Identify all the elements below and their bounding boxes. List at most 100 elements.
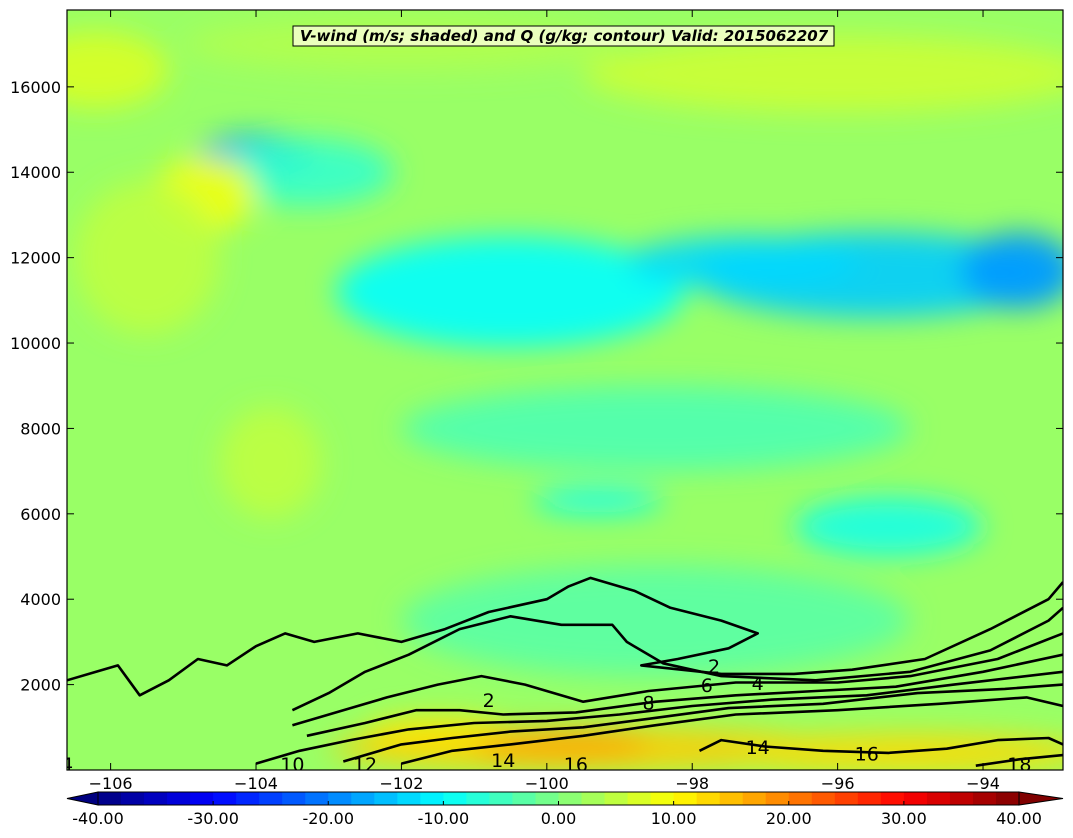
colorbar-tick-label: 10.00 [651,809,697,828]
q-contour-label: 14 [491,750,515,772]
plot-frame [66,9,1064,771]
colorbar-bin [627,792,652,805]
v-wind-region [626,236,860,288]
colorbar-tick-label: 30.00 [881,809,927,828]
x-tick-label: −100 [525,774,569,793]
y-axis: 2000 4000 6000 8000 10000 12000 14000 16000 [10,78,1063,695]
colorbar-bin [558,792,583,805]
v-wind-region [335,236,685,348]
plot-area: 2 2 4 6 8 10 12 14 14 16 16 18 4 [67,10,1063,776]
title-background [292,25,835,47]
colorbar-bin [121,792,145,805]
v-wind-region [74,180,220,335]
q-contour-label: 12 [353,754,377,776]
colorbar-bin [995,792,1020,805]
q-contour-line [975,753,1063,767]
colorbar-bin [857,792,882,805]
q-contour-line [342,683,1063,763]
y-tick-label: 12000 [10,249,61,268]
q-contour-label: 10 [280,754,304,776]
q-contour-line [401,696,1063,765]
colorbar-bin [765,792,790,805]
colorbar-bin [811,792,836,805]
colorbar-bin [282,792,306,805]
x-axis: −106 −104 −102 −100 −98 −96 −94 [89,10,1000,793]
colorbar-bin [213,792,237,805]
colorbar-bin [604,792,629,805]
colorbar-extend-low [66,791,99,806]
colorbar-bin [535,792,559,805]
colorbar-bin [834,792,859,805]
colorbar-extend-high [1018,791,1064,806]
chart-title-box: V-wind (m/s; shaded) and Q (g/kg; contou… [292,25,835,47]
colorbar-bin [420,792,444,805]
colorbar-tick-label: 20.00 [766,809,812,828]
x-tick-label: −104 [234,774,278,793]
colorbar-bin [696,792,721,805]
x-tick-label: −102 [379,774,423,793]
v-wind-region [401,385,911,472]
v-wind-region [67,31,169,109]
colorbar-tick-label: -20.00 [302,809,354,828]
colorbar-bin [926,792,951,805]
colorbar-bin [512,792,536,805]
x-tick-label: −98 [675,774,709,793]
colorbar-tick-label: 40.00 [996,809,1042,828]
y-tick-label: 8000 [20,419,61,438]
v-wind-region [532,488,664,514]
colorbar-bin [305,792,329,805]
q-contour-line [306,653,1063,738]
q-contour-line [255,670,1063,765]
colorbar-bin [489,792,513,805]
colorbar-bin [466,792,490,805]
q-contour-label: 2 [708,656,720,678]
colorbar-bin [397,792,421,805]
colorbar-bin [972,792,997,805]
y-tick-label: 16000 [10,78,61,97]
q-contour-label: 16 [564,754,588,776]
colorbar-bin [351,792,375,805]
colorbar: -40.00 -30.00 -20.00 -10.00 0.00 10.00 20.00 30… [66,791,1064,828]
v-wind-region [219,138,395,207]
colorbar-tick-label: 0.00 [541,809,577,828]
colorbar-bin [190,792,214,805]
colorbar-bin [167,792,191,805]
y-tick-label: 2000 [20,676,61,695]
colorbar-bin [259,792,283,805]
q-contour-label: 18 [1007,754,1031,776]
colorbar-bin [98,792,122,805]
x-tick-label: −96 [821,774,855,793]
colorbar-bin [443,792,467,805]
q-contour-line [698,736,1063,755]
y-tick-label: 10000 [10,334,61,353]
colorbar-bin [949,792,974,805]
x-tick-label: −94 [966,774,1000,793]
y-tick-label: 6000 [20,505,61,524]
v-wind-region [961,232,1063,309]
q-contour-line [291,606,1063,712]
q-contour-label: 16 [855,744,879,766]
colorbar-bin [328,792,352,805]
v-wind-region [219,407,322,519]
colorbar-bin [581,792,606,805]
q-contour-label: 14 [746,737,770,759]
q-contour-label: 2 [483,690,495,712]
chart-title: V-wind (m/s; shaded) and Q (g/kg; contou… [300,27,829,45]
v-wind-region [474,729,649,760]
q-contour-label: 4 [752,673,764,695]
x-tick-label: −106 [89,774,133,793]
q-contour-line [67,576,1063,697]
colorbar-bin [144,792,168,805]
colorbar-bin [903,792,928,805]
colorbar-tick-label: -30.00 [187,809,239,828]
colorbar-bin [880,792,905,805]
colorbar-bin [650,792,675,805]
colorbar-bin [788,792,813,805]
y-tick-label: 14000 [10,163,61,182]
colorbar-bin [374,792,398,805]
y-tick-label: 4000 [20,590,61,609]
q-contour-label: 6 [701,675,713,697]
colorbar-tick-label: -10.00 [418,809,470,828]
colorbar-tick-label: -40.00 [72,809,124,828]
